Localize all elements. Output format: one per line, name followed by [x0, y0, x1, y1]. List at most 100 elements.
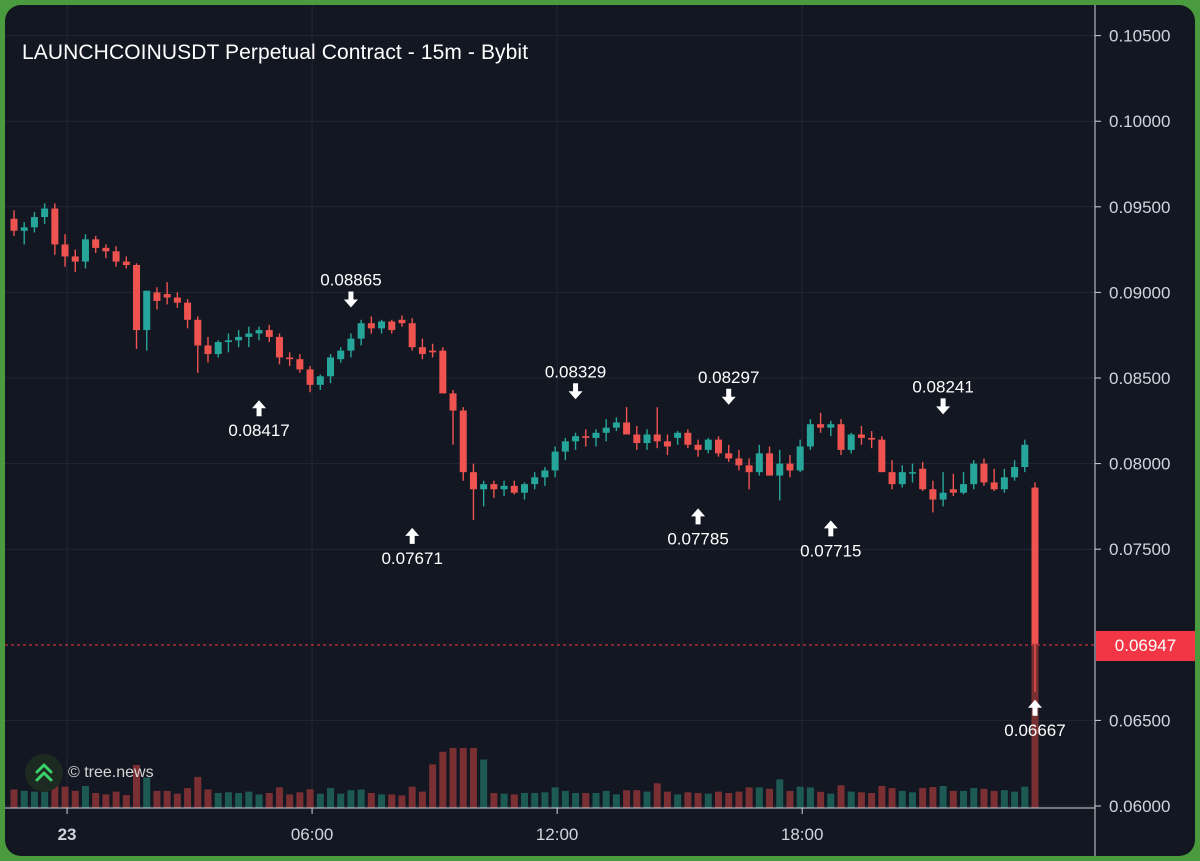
y-tick-label: 0.08000 [1109, 455, 1170, 474]
volume-bar [612, 794, 620, 808]
price-annotation: 0.07785 [667, 508, 729, 548]
volume-bar [51, 779, 59, 808]
volume-bar [408, 786, 416, 808]
price-annotation: 0.08297 [698, 368, 759, 405]
volume-bar [602, 790, 610, 808]
volume-bar [275, 787, 283, 808]
chart-title: LAUNCHCOINUSDT Perpetual Contract - 15m … [22, 41, 529, 64]
volume-bar [1031, 643, 1039, 808]
candle [857, 425, 865, 445]
volume-bar [459, 748, 467, 808]
volume-bar [551, 787, 559, 808]
candle [847, 432, 855, 454]
y-axis-labels: 0.10500 0.10000 0.09500 0.09000 0.08500 0.080… [1095, 27, 1170, 816]
volume-bar [847, 791, 855, 808]
price-annotation: 0.06667 [1004, 699, 1066, 740]
candle [10, 210, 18, 236]
candle [908, 463, 916, 483]
candle [112, 246, 120, 267]
x-tick-label: 23 [58, 825, 77, 844]
volume-bar [306, 789, 314, 808]
candle [878, 436, 886, 473]
volume-bar [592, 793, 600, 808]
candle [868, 431, 876, 449]
candle [255, 326, 263, 341]
annotation-label: 0.08241 [912, 377, 973, 396]
volume-bars [10, 643, 1039, 808]
candle [102, 244, 110, 259]
candle [306, 366, 314, 393]
candle [30, 211, 38, 233]
volume-bar [265, 793, 273, 808]
volume-bar [939, 786, 947, 808]
candle [367, 316, 375, 334]
volume-bar [204, 789, 212, 808]
volume-bar [122, 795, 130, 808]
candle [949, 473, 957, 497]
candle [551, 446, 559, 478]
candle [143, 290, 151, 351]
candle [714, 436, 722, 457]
candle [929, 480, 937, 513]
price-annotation: 0.08329 [545, 362, 606, 400]
candle [173, 292, 181, 308]
candle [61, 234, 69, 267]
volume-bar [469, 748, 477, 808]
x-tick-label: 18:00 [781, 825, 824, 844]
y-tick-label: 0.07500 [1109, 540, 1170, 559]
candle [408, 318, 416, 351]
candle [837, 419, 845, 456]
candle [684, 429, 692, 449]
volume-bar [143, 777, 151, 808]
volume-bar [490, 793, 498, 808]
candle [81, 234, 89, 269]
candle [214, 340, 222, 358]
volume-bar [388, 794, 396, 808]
candle [786, 455, 794, 478]
candle [133, 263, 141, 349]
candle [888, 460, 896, 490]
x-axis-labels: 23 06:00 12:00 18:00 [58, 808, 824, 844]
volume-bar [970, 788, 978, 808]
candle [561, 437, 569, 461]
candle [184, 299, 192, 329]
candle [898, 465, 906, 488]
volume-bar [235, 793, 243, 808]
volume-bar [674, 794, 682, 808]
volume-bar [806, 787, 814, 808]
candle [449, 389, 457, 445]
volume-bar [531, 793, 539, 808]
candlestick-chart[interactable]: 0.08865 0.08417 0.08329 0.07671 0.08297 0.077… [5, 5, 1195, 856]
volume-bar [684, 792, 692, 808]
candle [327, 354, 335, 384]
volume-bar [898, 790, 906, 808]
candle [265, 324, 273, 343]
candle [919, 461, 927, 491]
candle [694, 439, 702, 457]
volume-bar [929, 787, 937, 808]
candle [510, 480, 518, 495]
annotation-label: 0.08865 [320, 271, 381, 290]
volume-bar [572, 793, 580, 808]
annotation-label: 0.07785 [667, 529, 728, 548]
volume-bar [102, 794, 110, 808]
candle [776, 449, 784, 501]
y-tick-label: 0.10000 [1109, 112, 1170, 131]
candle [194, 316, 202, 373]
candle [817, 412, 825, 433]
volume-bar [817, 791, 825, 808]
candle [388, 319, 396, 334]
volume-bar [949, 790, 957, 808]
candle [245, 326, 253, 348]
volume-bar [735, 791, 743, 808]
volume-bar [286, 794, 294, 808]
candle [663, 434, 671, 456]
candle [1021, 439, 1029, 473]
candle [1011, 460, 1019, 481]
candle [653, 407, 661, 449]
candle [602, 419, 610, 442]
volume-bar [153, 790, 161, 808]
candle [163, 282, 171, 305]
volume-bar [296, 792, 304, 808]
volume-bar [582, 793, 590, 808]
